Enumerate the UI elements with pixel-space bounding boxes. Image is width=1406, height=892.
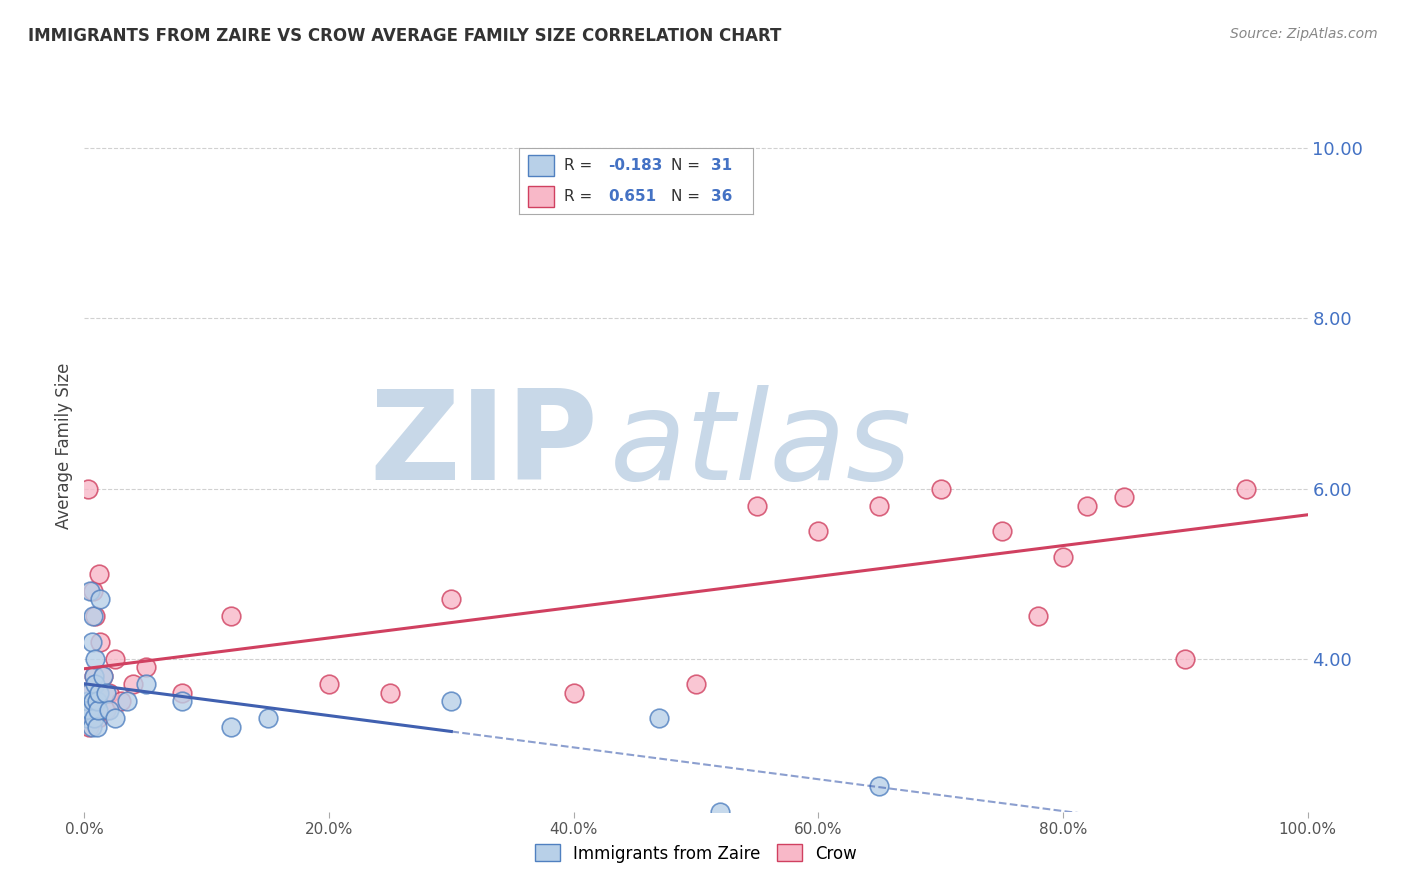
- Point: [79, 686, 101, 700]
- Text: R =: R =: [564, 158, 592, 173]
- Point: [87, 686, 110, 700]
- Point: [1076, 499, 1098, 513]
- Text: -0.183: -0.183: [607, 158, 662, 173]
- Point: [648, 711, 671, 725]
- Bar: [529, 155, 554, 176]
- Point: [685, 677, 707, 691]
- Point: [89, 634, 111, 648]
- Point: [97, 686, 120, 700]
- Point: [96, 686, 118, 700]
- Point: [380, 686, 402, 700]
- Text: N =: N =: [671, 189, 700, 204]
- Y-axis label: Average Family Size: Average Family Size: [55, 363, 73, 529]
- Point: [104, 711, 127, 725]
- Point: [83, 668, 105, 682]
- Point: [91, 668, 114, 682]
- Point: [80, 634, 103, 648]
- Point: [89, 592, 111, 607]
- Point: [709, 805, 731, 819]
- Point: [76, 711, 98, 725]
- Text: 0.651: 0.651: [607, 189, 657, 204]
- Point: [97, 703, 120, 717]
- Point: [80, 694, 103, 708]
- Point: [115, 694, 138, 708]
- Point: [86, 694, 108, 708]
- Point: [172, 694, 194, 708]
- Point: [87, 711, 110, 725]
- Point: [82, 583, 104, 598]
- Point: [87, 703, 110, 717]
- Point: [318, 677, 340, 691]
- Point: [135, 677, 157, 691]
- Point: [87, 566, 110, 581]
- Point: [77, 482, 100, 496]
- Point: [77, 686, 100, 700]
- Point: [869, 779, 891, 793]
- Point: [84, 609, 107, 624]
- Bar: [529, 186, 554, 207]
- Point: [82, 609, 104, 624]
- Point: [86, 720, 108, 734]
- Text: 31: 31: [711, 158, 733, 173]
- Point: [1028, 609, 1050, 624]
- Point: [219, 720, 242, 734]
- Point: [747, 499, 769, 513]
- Point: [440, 694, 463, 708]
- Point: [172, 686, 194, 700]
- Point: [77, 694, 100, 708]
- Text: 36: 36: [711, 189, 733, 204]
- Text: R =: R =: [564, 189, 592, 204]
- Point: [110, 694, 132, 708]
- Point: [122, 677, 145, 691]
- Point: [562, 686, 585, 700]
- Point: [1174, 651, 1197, 665]
- Point: [869, 499, 891, 513]
- Point: [104, 651, 127, 665]
- Point: [1236, 482, 1258, 496]
- Text: ZIP: ZIP: [370, 385, 598, 507]
- Point: [79, 583, 101, 598]
- Point: [929, 482, 952, 496]
- Point: [79, 703, 101, 717]
- Point: [80, 720, 103, 734]
- Point: [219, 609, 242, 624]
- Point: [991, 524, 1014, 538]
- Point: [77, 720, 100, 734]
- Legend: Immigrants from Zaire, Crow: Immigrants from Zaire, Crow: [529, 838, 863, 869]
- Point: [83, 668, 105, 682]
- Point: [83, 711, 105, 725]
- Text: Source: ZipAtlas.com: Source: ZipAtlas.com: [1230, 27, 1378, 41]
- Point: [82, 694, 104, 708]
- Point: [807, 524, 830, 538]
- Text: IMMIGRANTS FROM ZAIRE VS CROW AVERAGE FAMILY SIZE CORRELATION CHART: IMMIGRANTS FROM ZAIRE VS CROW AVERAGE FA…: [28, 27, 782, 45]
- Point: [440, 592, 463, 607]
- Point: [86, 694, 108, 708]
- Point: [91, 668, 114, 682]
- Text: atlas: atlas: [610, 385, 912, 507]
- Point: [84, 677, 107, 691]
- Text: N =: N =: [671, 158, 700, 173]
- Point: [135, 660, 157, 674]
- Point: [257, 711, 280, 725]
- Point: [1052, 549, 1074, 564]
- Point: [84, 651, 107, 665]
- Point: [1114, 490, 1136, 504]
- Point: [96, 703, 118, 717]
